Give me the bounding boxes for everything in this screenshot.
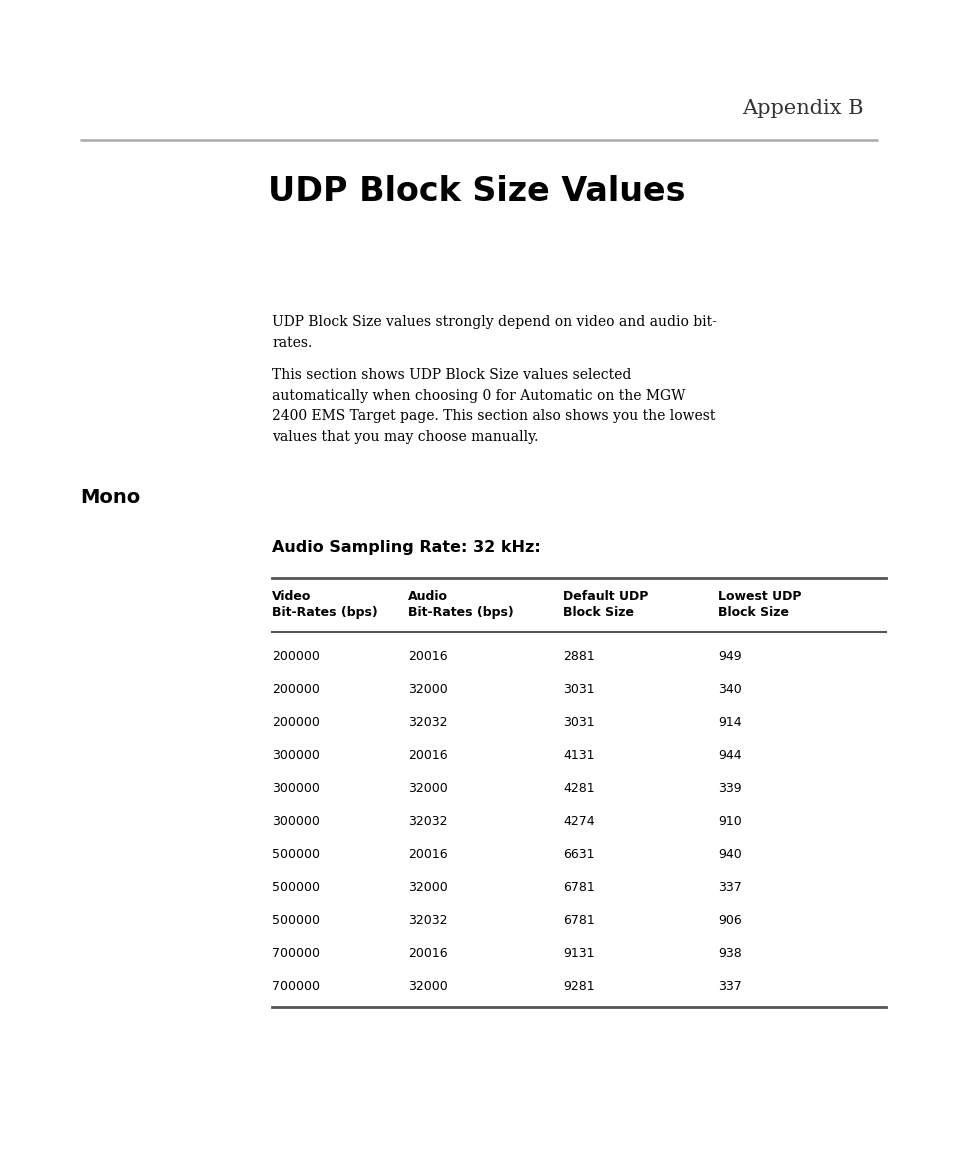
Text: 6781: 6781 [562, 881, 594, 894]
Text: 3031: 3031 [562, 716, 594, 729]
Text: 944: 944 [718, 749, 740, 762]
Text: Video
Bit-Rates (bps): Video Bit-Rates (bps) [272, 590, 377, 619]
Text: 4274: 4274 [562, 815, 594, 829]
Text: 200000: 200000 [272, 716, 319, 729]
Text: Audio Sampling Rate: 32 kHz:: Audio Sampling Rate: 32 kHz: [272, 540, 540, 555]
Text: Appendix B: Appendix B [741, 99, 862, 119]
Text: 4131: 4131 [562, 749, 594, 762]
Text: 4281: 4281 [562, 782, 594, 795]
Text: Mono: Mono [80, 488, 140, 507]
Text: 200000: 200000 [272, 683, 319, 696]
Text: 32032: 32032 [408, 914, 447, 927]
Text: 337: 337 [718, 881, 741, 894]
Text: Audio
Bit-Rates (bps): Audio Bit-Rates (bps) [408, 590, 514, 619]
Text: 500000: 500000 [272, 914, 319, 927]
Text: 32000: 32000 [408, 683, 447, 696]
Text: 906: 906 [718, 914, 741, 927]
Text: 500000: 500000 [272, 881, 319, 894]
Text: 938: 938 [718, 947, 741, 960]
Text: UDP Block Size values strongly depend on video and audio bit-
rates.: UDP Block Size values strongly depend on… [272, 315, 716, 350]
Text: 32000: 32000 [408, 782, 447, 795]
Text: 32000: 32000 [408, 881, 447, 894]
Text: Default UDP
Block Size: Default UDP Block Size [562, 590, 648, 619]
Text: 337: 337 [718, 980, 741, 994]
Text: 700000: 700000 [272, 947, 319, 960]
Text: 9131: 9131 [562, 947, 594, 960]
Text: 914: 914 [718, 716, 740, 729]
Text: 32032: 32032 [408, 716, 447, 729]
Text: 9281: 9281 [562, 980, 594, 994]
Text: 6631: 6631 [562, 848, 594, 861]
Text: 20016: 20016 [408, 749, 447, 762]
Text: 32000: 32000 [408, 980, 447, 994]
Text: 910: 910 [718, 815, 741, 829]
Text: This section shows UDP Block Size values selected
automatically when choosing 0 : This section shows UDP Block Size values… [272, 368, 715, 444]
Text: Lowest UDP
Block Size: Lowest UDP Block Size [718, 590, 801, 619]
Text: 340: 340 [718, 683, 741, 696]
Text: 32032: 32032 [408, 815, 447, 829]
Text: 300000: 300000 [272, 782, 319, 795]
Text: 339: 339 [718, 782, 740, 795]
Text: 300000: 300000 [272, 749, 319, 762]
Text: 20016: 20016 [408, 947, 447, 960]
Text: 300000: 300000 [272, 815, 319, 829]
Text: 20016: 20016 [408, 650, 447, 664]
Text: 940: 940 [718, 848, 741, 861]
Text: 3031: 3031 [562, 683, 594, 696]
Text: 20016: 20016 [408, 848, 447, 861]
Text: 700000: 700000 [272, 980, 319, 994]
Text: UDP Block Size Values: UDP Block Size Values [268, 175, 685, 208]
Text: 200000: 200000 [272, 650, 319, 664]
Text: 500000: 500000 [272, 848, 319, 861]
Text: 2881: 2881 [562, 650, 594, 664]
Text: 6781: 6781 [562, 914, 594, 927]
Text: 949: 949 [718, 650, 740, 664]
